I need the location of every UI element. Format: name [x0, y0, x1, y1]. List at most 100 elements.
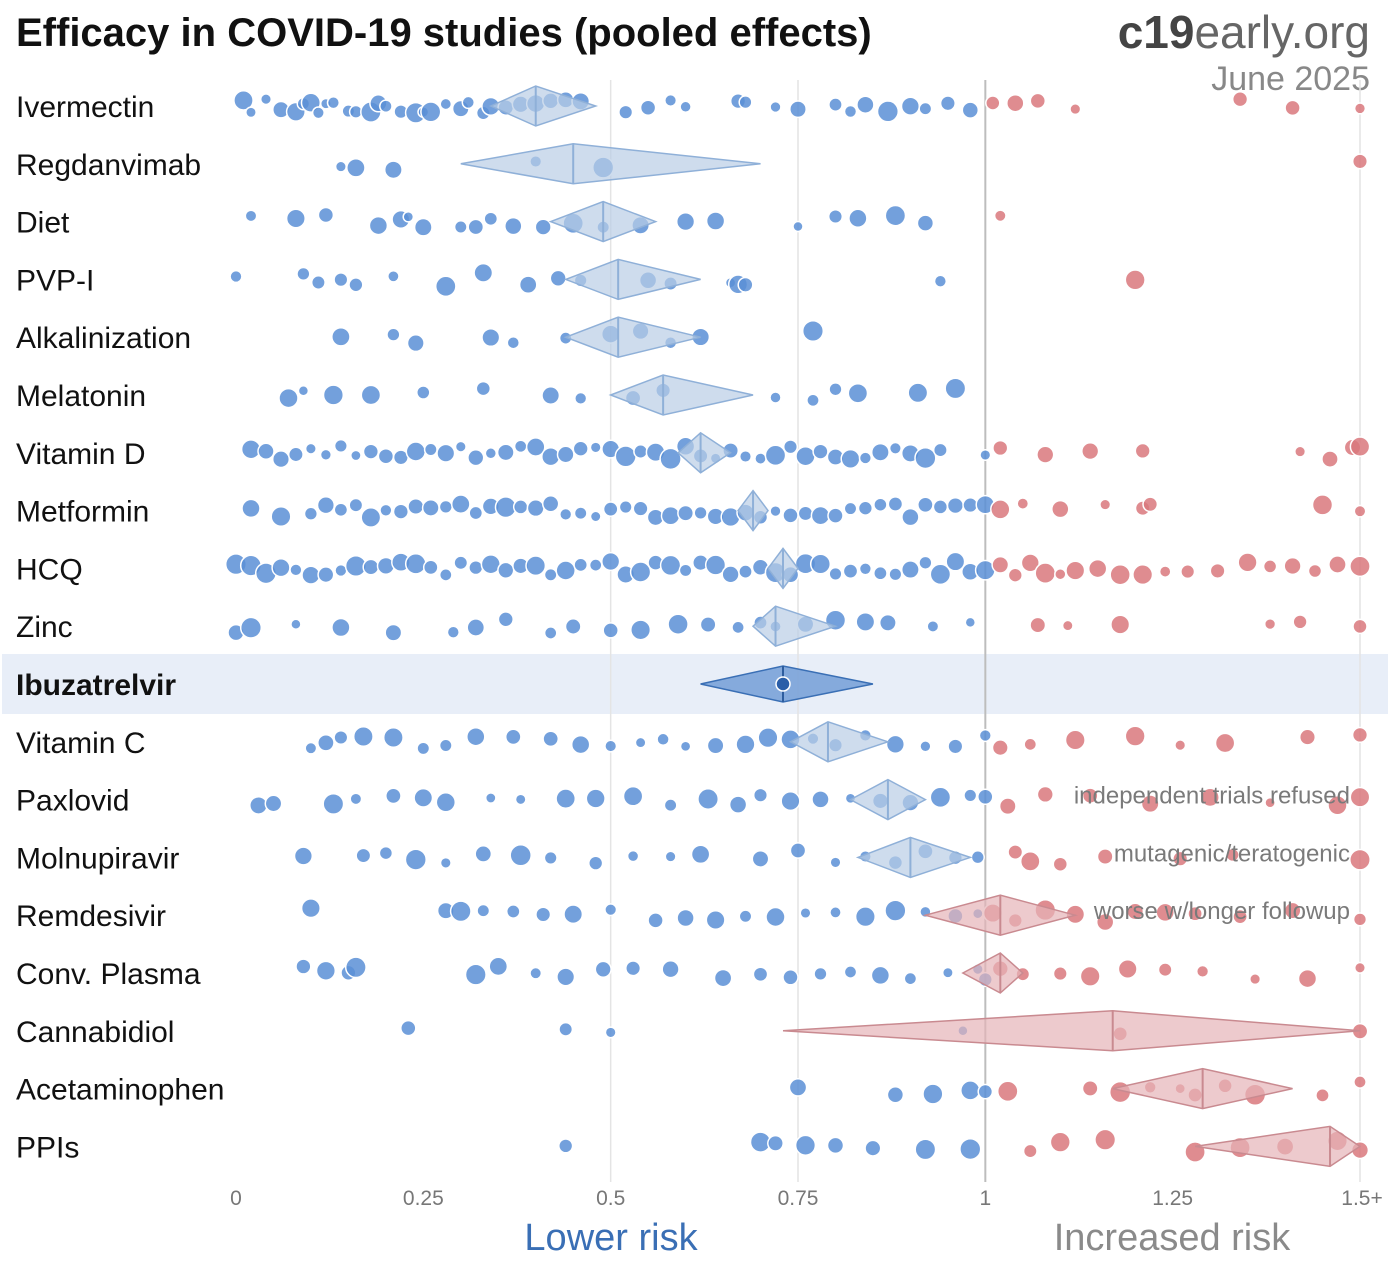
study-point: [738, 95, 753, 110]
study-point: [751, 849, 770, 868]
study-point: [604, 739, 618, 753]
brand-date: June 2025: [1211, 60, 1370, 98]
x-tick-label: 0.75: [778, 1187, 819, 1210]
study-point: [484, 447, 498, 460]
study-point: [945, 551, 966, 572]
study-point: [1155, 902, 1175, 923]
study-point: [360, 384, 382, 406]
row-label: Ivermectin: [16, 91, 154, 124]
study-point: [900, 96, 921, 116]
study-point: [344, 956, 367, 979]
highlight-row-band: [2, 654, 1388, 714]
study-point: [1016, 497, 1030, 510]
highlight-study-point: [775, 676, 791, 692]
study-point: [245, 106, 257, 119]
study-point: [947, 738, 964, 755]
study-point: [316, 496, 336, 515]
study-point: [884, 204, 907, 227]
study-point: [1095, 912, 1115, 932]
study-point: [317, 566, 335, 584]
study-point: [829, 856, 842, 869]
study-point: [699, 616, 717, 634]
study-point: [476, 903, 491, 918]
study-point: [1209, 562, 1226, 579]
study-point: [497, 561, 515, 579]
row-cannabidiol: [400, 1010, 1369, 1052]
study-point: [512, 499, 529, 515]
study-point: [379, 503, 393, 517]
study-point: [998, 797, 1017, 816]
study-point: [404, 552, 427, 575]
study-point: [1109, 563, 1131, 586]
row-regdanvimab: [334, 143, 1369, 185]
study-point: [362, 443, 380, 460]
study-point: [467, 449, 485, 467]
study-point: [633, 444, 649, 459]
study-point: [659, 554, 682, 577]
study-point: [918, 555, 933, 570]
pooled-diamond: [751, 605, 838, 648]
study-point: [769, 391, 782, 404]
study-point: [348, 277, 364, 293]
pooled-diamond: [488, 85, 599, 127]
study-point: [873, 565, 888, 581]
study-point: [1029, 616, 1047, 634]
study-point: [661, 960, 680, 979]
study-point: [1087, 558, 1108, 579]
study-point: [422, 559, 439, 576]
study-point: [416, 385, 431, 400]
study-point: [792, 220, 804, 233]
study-point: [932, 442, 948, 458]
study-point: [588, 558, 603, 572]
study-point: [828, 566, 843, 581]
study-point: [1351, 726, 1369, 744]
row-label: HCQ: [16, 553, 83, 586]
study-point: [977, 1083, 994, 1100]
study-point: [767, 1134, 784, 1152]
study-point: [1263, 617, 1277, 631]
study-point: [754, 452, 767, 465]
study-point: [526, 499, 545, 518]
row-label: Alkalinization: [16, 322, 191, 355]
study-point: [1124, 269, 1146, 291]
study-point: [887, 496, 904, 512]
study-point: [602, 622, 619, 639]
study-point: [840, 448, 861, 469]
study-point: [563, 904, 584, 925]
study-point: [350, 449, 362, 462]
row-label: Regdanvimab: [16, 149, 201, 182]
study-point: [413, 217, 433, 237]
study-point: [1023, 737, 1038, 752]
study-point: [1264, 796, 1276, 809]
study-point: [903, 971, 918, 986]
study-point: [436, 443, 456, 463]
study-point: [706, 736, 725, 755]
study-point: [677, 504, 695, 522]
study-point: [535, 906, 552, 923]
study-point: [1054, 567, 1067, 581]
study-point: [319, 448, 333, 461]
study-point: [1297, 968, 1318, 989]
study-point: [873, 497, 888, 512]
study-point: [977, 788, 994, 806]
study-point: [454, 440, 467, 453]
study-point: [964, 616, 977, 629]
study-point: [484, 792, 497, 804]
study-point: [992, 439, 1009, 457]
row-label: Vitamin C: [16, 727, 146, 760]
x-tick-label: 0: [230, 1187, 242, 1210]
pooled-diamond: [782, 1010, 1361, 1052]
study-point: [589, 510, 602, 523]
study-point: [1036, 785, 1054, 804]
study-point: [541, 495, 560, 513]
study-point: [585, 788, 606, 809]
study-point: [1353, 961, 1367, 974]
row-pvp-i: [229, 258, 1146, 301]
study-point: [788, 1078, 808, 1097]
study-point: [467, 218, 485, 236]
study-point: [322, 792, 345, 815]
study-point: [901, 507, 920, 527]
study-point: [400, 1019, 417, 1037]
row-vitamin-c: [304, 720, 1369, 763]
study-point: [858, 562, 873, 576]
